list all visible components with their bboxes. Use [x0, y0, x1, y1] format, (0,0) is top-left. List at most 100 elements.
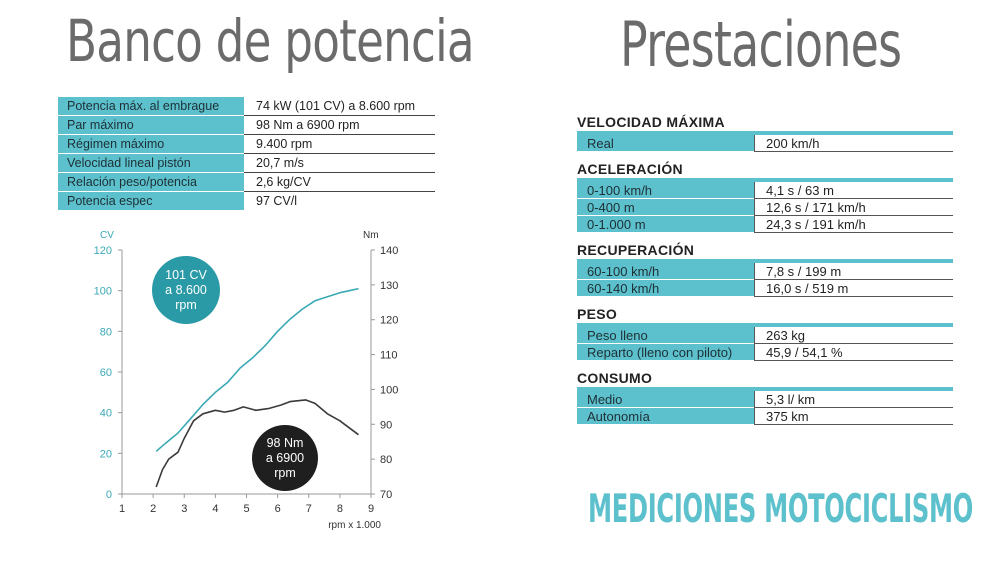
perf-group: ACELERACIÓN 0-100 km/h 4,1 s / 63 m 0-400 m… [577, 160, 953, 233]
spec-value: 9.400 rpm [244, 135, 435, 154]
perf-group: VELOCIDAD MÁXIMA Real 200 km/h [577, 113, 953, 152]
right-tick-label: 140 [380, 245, 398, 257]
perf-row: 60-140 km/h 16,0 s / 519 m [577, 280, 953, 297]
perf-row: 0-100 km/h 4,1 s / 63 m [577, 182, 953, 199]
right-tick-label: 130 [380, 280, 398, 292]
perf-value: 24,3 s / 191 km/h [754, 216, 953, 233]
perf-value: 200 km/h [754, 135, 953, 152]
power-badge-text: rpm [175, 298, 197, 312]
spec-label: Potencia máx. al embrague [58, 97, 244, 116]
perf-value: 45,9 / 54,1 % [754, 344, 953, 361]
spec-row: Potencia espec 97 CV/l [58, 192, 435, 211]
perf-label: 60-100 km/h [577, 263, 754, 280]
spec-value: 74 kW (101 CV) a 8.600 rpm [244, 97, 435, 116]
perf-row: Real 200 km/h [577, 135, 953, 152]
perf-row: Reparto (lleno con piloto) 45,9 / 54,1 % [577, 344, 953, 361]
perf-value: 7,8 s / 199 m [754, 263, 953, 280]
perf-value: 4,1 s / 63 m [754, 182, 953, 199]
spec-label: Potencia espec [58, 192, 244, 211]
perf-heading: ACELERACIÓN [577, 160, 953, 182]
spec-row: Régimen máximo 9.400 rpm [58, 135, 435, 154]
x-tick-label: 3 [181, 503, 187, 515]
x-tick-label: 9 [368, 503, 374, 515]
power-badge-text: 101 CV [165, 268, 207, 282]
perf-label: Reparto (lleno con piloto) [577, 344, 754, 361]
perf-label: Peso lleno [577, 327, 754, 344]
perf-row: 60-100 km/h 7,8 s / 199 m [577, 263, 953, 280]
perf-group: RECUPERACIÓN 60-100 km/h 7,8 s / 199 m 60-1… [577, 241, 953, 297]
perf-label: 0-1.000 m [577, 216, 754, 233]
perf-value: 12,6 s / 171 km/h [754, 199, 953, 216]
left-unit-label: CV [100, 230, 114, 241]
spec-value: 20,7 m/s [244, 154, 435, 173]
torque-badge-text: 98 Nm [267, 436, 304, 450]
perf-heading: PESO [577, 305, 953, 327]
right-unit-label: Nm [363, 230, 379, 241]
perf-heading: CONSUMO [577, 369, 953, 391]
x-unit-label: rpm x 1.000 [328, 520, 381, 531]
x-tick-label: 1 [119, 503, 125, 515]
perf-value: 5,3 l/ km [754, 391, 953, 408]
section-title-banco: Banco de potencia [66, 7, 475, 75]
right-tick-label: 90 [380, 419, 392, 431]
perf-row: Peso lleno 263 kg [577, 327, 953, 344]
spec-label: Par máximo [58, 116, 244, 135]
perf-value: 16,0 s / 519 m [754, 280, 953, 297]
x-tick-label: 7 [306, 503, 312, 515]
torque-badge-text: a 6900 [266, 451, 304, 465]
perf-label: 60-140 km/h [577, 280, 754, 297]
power-badge-text: a 8.600 [165, 283, 207, 297]
perf-group: PESO Peso lleno 263 kg Reparto (lleno con p… [577, 305, 953, 361]
spec-label: Relación peso/potencia [58, 173, 244, 192]
perf-label: 0-400 m [577, 199, 754, 216]
right-tick-label: 70 [380, 489, 392, 501]
spec-label: Velocidad lineal pistón [58, 154, 244, 173]
torque-curve [155, 399, 359, 488]
right-tick-label: 110 [380, 350, 398, 362]
torque-badge [252, 425, 318, 491]
power-torque-chart: 0 20 40 60 80 100 120 70 80 90 100 110 120 130 140 1 2 3 4… [94, 230, 399, 531]
perf-label: Real [577, 135, 754, 152]
left-tick-label: 120 [94, 245, 112, 257]
section-title-prestaciones: Prestaciones [620, 8, 902, 81]
perf-value: 263 kg [754, 327, 953, 344]
perf-value: 375 km [754, 408, 953, 425]
perf-row: Medio 5,3 l/ km [577, 391, 953, 408]
spec-value: 97 CV/l [256, 194, 297, 208]
right-tick-label: 100 [380, 384, 398, 396]
left-tick-label: 60 [100, 367, 112, 379]
perf-row: 0-1.000 m 24,3 s / 191 km/h [577, 216, 953, 233]
torque-badge-text: rpm [274, 466, 296, 480]
x-tick-label: 6 [275, 503, 281, 515]
left-tick-label: 40 [100, 408, 112, 420]
left-tick-label: 100 [94, 286, 112, 298]
x-tick-label: 8 [337, 503, 343, 515]
spec-row: Par máximo 98 Nm a 6900 rpm [58, 116, 435, 135]
perf-label: Autonomía [577, 408, 754, 425]
perf-row: 0-400 m 12,6 s / 171 km/h [577, 199, 953, 216]
power-badge [152, 256, 220, 324]
perf-heading: VELOCIDAD MÁXIMA [577, 113, 953, 135]
perf-label: Medio [577, 391, 754, 408]
left-tick-label: 0 [106, 489, 112, 501]
perf-heading: RECUPERACIÓN [577, 241, 953, 263]
perf-group: CONSUMO Medio 5,3 l/ km Autonomía 375 km [577, 369, 953, 425]
spec-value: 2,6 kg/CV [244, 173, 435, 192]
spec-label: Régimen máximo [58, 135, 244, 154]
right-tick-label: 120 [380, 315, 398, 327]
left-tick-label: 20 [100, 448, 112, 460]
x-tick-label: 2 [150, 503, 156, 515]
spec-row: Relación peso/potencia 2,6 kg/CV [58, 173, 435, 192]
power-curve [155, 287, 359, 452]
brand-footer: MEDICIONES MOTOCICLISMO [588, 487, 974, 532]
spec-value: 98 Nm a 6900 rpm [244, 116, 435, 135]
perf-label: 0-100 km/h [577, 182, 754, 199]
left-tick-label: 80 [100, 326, 112, 338]
spec-row: Potencia máx. al embrague 74 kW (101 CV) … [58, 97, 435, 116]
x-tick-label: 4 [212, 503, 218, 515]
perf-row: Autonomía 375 km [577, 408, 953, 425]
x-tick-label: 5 [243, 503, 249, 515]
spec-row: Velocidad lineal pistón 20,7 m/s [58, 154, 435, 173]
right-tick-label: 80 [380, 454, 392, 466]
performance-table: VELOCIDAD MÁXIMA Real 200 km/h ACELERACIÓN 0… [577, 113, 953, 433]
